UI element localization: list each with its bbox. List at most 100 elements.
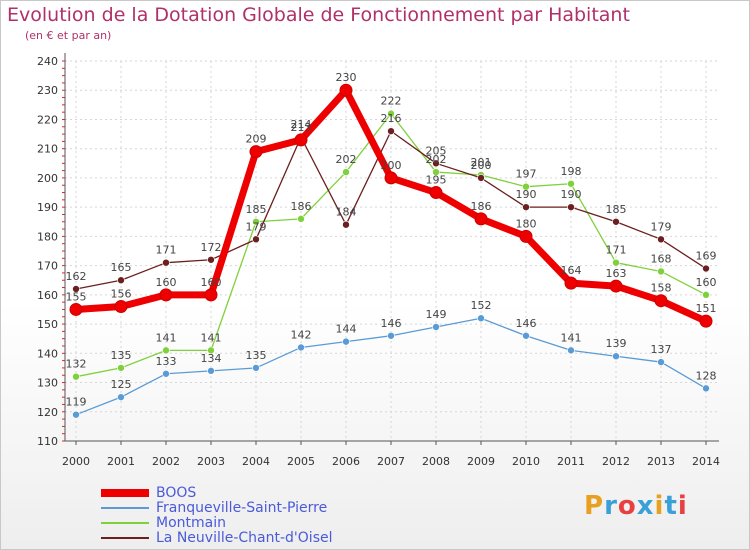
series-point	[117, 364, 125, 372]
x-tick-label: 2000	[62, 455, 90, 468]
logo-letter: i	[654, 491, 665, 521]
data-label: 149	[426, 308, 447, 321]
data-label: 164	[561, 264, 582, 277]
data-label: 119	[66, 396, 87, 409]
series-point	[699, 314, 713, 328]
legend-label: BOOS	[156, 485, 197, 501]
data-label: 171	[606, 244, 627, 257]
data-label: 185	[246, 203, 267, 216]
data-label: 202	[336, 153, 357, 166]
series-point	[384, 171, 398, 185]
x-tick-label: 2011	[557, 455, 585, 468]
legend-swatch	[101, 522, 149, 524]
data-label: 142	[291, 328, 312, 341]
y-tick-label: 200	[37, 172, 58, 185]
y-tick-label: 240	[37, 55, 58, 68]
logo-letter: t	[664, 491, 678, 521]
series-point	[252, 217, 260, 226]
series-point	[117, 276, 125, 285]
x-tick-label: 2007	[377, 455, 405, 468]
series-point	[69, 302, 83, 316]
data-label: 141	[201, 331, 222, 344]
data-label: 163	[606, 267, 627, 280]
series-point	[567, 179, 575, 188]
series-point	[612, 217, 620, 226]
data-label: 146	[381, 317, 402, 330]
data-label: 135	[111, 349, 132, 362]
data-label: 156	[111, 288, 132, 301]
data-label: 184	[336, 206, 357, 219]
series-point	[432, 159, 440, 168]
series-point	[432, 168, 440, 176]
x-tick-label: 2010	[512, 455, 540, 468]
series-point	[432, 323, 440, 331]
data-label: 213	[291, 121, 312, 134]
series-point	[387, 331, 395, 340]
data-label: 135	[246, 349, 267, 362]
y-tick-label: 220	[37, 113, 58, 126]
series-point	[474, 212, 488, 226]
series-point	[519, 229, 533, 243]
series-point	[339, 83, 353, 97]
y-tick-label: 180	[37, 230, 58, 243]
data-label: 128	[696, 369, 717, 382]
data-label: 151	[696, 302, 717, 315]
data-label: 186	[291, 200, 312, 213]
logo-letter: i	[677, 491, 688, 521]
series-point	[702, 264, 710, 273]
data-label: 186	[471, 200, 492, 213]
series-point	[342, 168, 350, 176]
data-label: 195	[426, 174, 447, 187]
proxiti-logo: Proxiti	[584, 491, 688, 521]
series-point	[294, 133, 308, 147]
series-point	[252, 235, 260, 244]
series-point	[612, 258, 620, 267]
series-point	[72, 410, 80, 419]
logo-letter: o	[617, 491, 637, 521]
x-tick-label: 2003	[197, 455, 225, 468]
x-tick-label: 2014	[692, 455, 720, 468]
y-tick-label: 130	[37, 377, 58, 390]
y-tick-label: 230	[37, 84, 58, 97]
data-label: 155	[66, 290, 87, 303]
data-label: 200	[471, 159, 492, 172]
data-label: 144	[336, 323, 357, 336]
data-label: 198	[561, 165, 582, 178]
series-point	[72, 285, 80, 293]
series-point	[567, 203, 575, 211]
legend-label: Montmain	[156, 515, 226, 531]
x-tick-label: 2012	[602, 455, 630, 468]
data-label: 216	[381, 112, 402, 125]
series-point	[114, 300, 128, 314]
data-label: 200	[381, 159, 402, 172]
y-tick-label: 140	[37, 347, 58, 360]
series-point	[162, 369, 170, 378]
data-label: 185	[606, 203, 627, 216]
data-label: 205	[426, 144, 447, 157]
y-tick-label: 190	[37, 201, 58, 214]
series-point	[564, 276, 578, 290]
data-label: 172	[201, 241, 222, 254]
data-label: 133	[156, 355, 177, 368]
series-point	[159, 288, 173, 302]
series-point	[342, 220, 350, 229]
legend-swatch	[101, 489, 149, 497]
data-label: 137	[651, 343, 672, 356]
data-label: 214	[291, 118, 312, 131]
series-point	[522, 182, 530, 191]
data-label: 197	[516, 168, 537, 181]
y-tick-label: 210	[37, 143, 58, 156]
series-point	[702, 384, 710, 393]
data-label: 179	[246, 220, 267, 233]
series-point	[297, 343, 305, 352]
data-label: 171	[156, 244, 177, 257]
legend-swatch	[101, 537, 149, 539]
data-label: 209	[246, 133, 267, 146]
series-point	[342, 337, 350, 346]
series-point	[117, 393, 125, 401]
data-label: 146	[516, 317, 537, 330]
data-label: 141	[156, 331, 177, 344]
data-label: 168	[651, 252, 672, 265]
data-label: 160	[201, 276, 222, 289]
